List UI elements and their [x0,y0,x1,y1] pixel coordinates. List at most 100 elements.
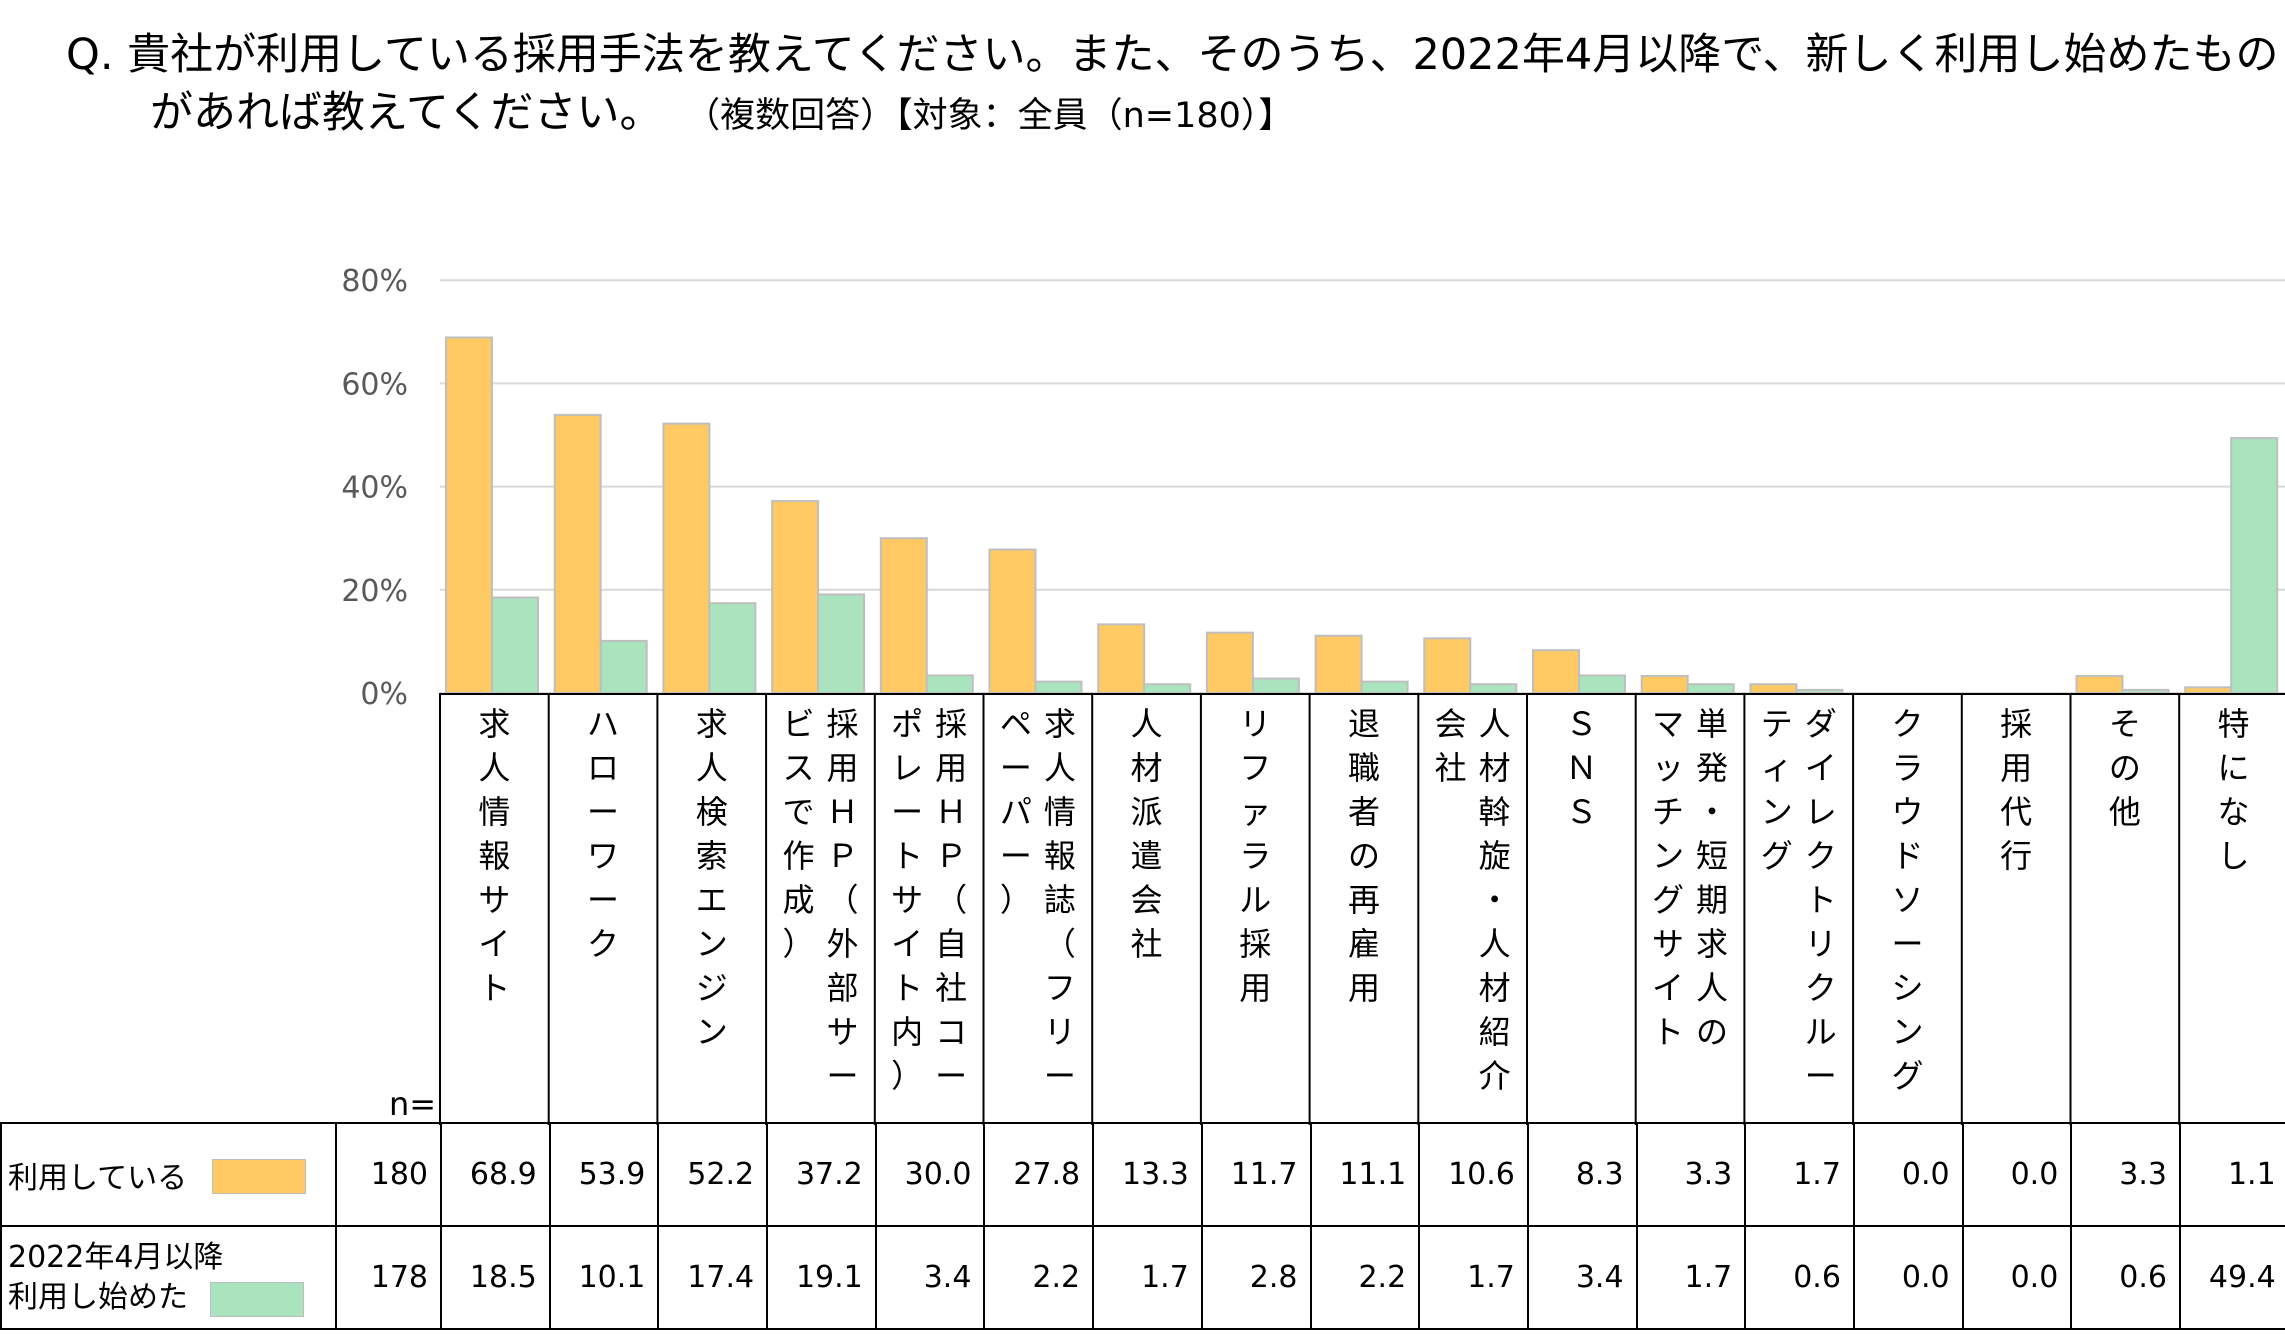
category-label-char: ラ [1239,837,1271,875]
category-label-char: ッ [1652,749,1684,787]
table-cell: 52.2 [657,1122,769,1227]
category-label-char: ル [1805,1013,1837,1051]
legend-used: 利用している [0,1122,337,1227]
category-label-char: ー [1891,925,1923,963]
category-label-char: の [2109,749,2141,787]
category-label-char: ー [935,1057,967,1095]
category-label-char: 人 [1479,925,1511,963]
category-label-char: ク [587,925,619,963]
category-label-char: ト [478,969,510,1007]
category-label-char: 採 [1239,925,1271,963]
category-label-char: レ [1805,793,1837,831]
table-cell: 1.7 [1092,1225,1203,1330]
bar-started [1034,680,1083,695]
category-label-char: 用 [1239,969,1271,1007]
category-label-char: 採 [826,705,858,743]
table-cell: 1.7 [1744,1122,1855,1227]
category-label-char: 人 [1696,969,1728,1007]
category-label-char: Ｓ [1565,705,1597,743]
table-cell: 8.3 [1526,1122,1638,1227]
category-label-char: 退 [1348,705,1380,743]
category-label-char: 用 [2000,749,2032,787]
n-value-started: 178 [335,1225,442,1330]
table-cell: 2.8 [1200,1225,1312,1330]
category-label-char: 情 [478,793,510,831]
category-label-char: の [1348,837,1380,875]
category-label-char: 内 [891,1013,923,1051]
category-label-char: 人 [478,749,510,787]
category-label-char: 旋 [1479,837,1511,875]
table-cell: 1.7 [1635,1225,1747,1330]
category-label-char: （ [1044,925,1076,963]
table-cell: 27.8 [983,1122,1095,1227]
category-label-char: 斡 [1479,793,1511,831]
category-label-char: リ [1805,925,1837,963]
bar-started [817,593,866,694]
bar-started [1686,683,1735,695]
question-meta: （複数回答）【対象：全員（n=180）】 [702,96,1294,136]
category-label-char: に [2218,749,2250,787]
category-label-char: 社 [1131,925,1163,963]
category-label-char: サ [1652,925,1684,963]
bar-used [771,500,820,694]
category-label-char: ル [1239,881,1271,919]
bar-started [1251,677,1300,695]
category-label-char: ソ [1891,881,1923,919]
table-cell: 1.7 [1418,1225,1529,1330]
category-label-char: シ [1891,969,1923,1007]
question-line-1: Q. 貴社が利用している採用手法を教えてください。また、そのうち、2022年4月… [66,30,2279,80]
category-label-char: イ [478,925,510,963]
table-cell: 0.6 [2070,1225,2181,1330]
category-label-char: グ [1891,1057,1923,1095]
table-cell: 0.0 [1852,1225,1964,1330]
category-label-char: 用 [935,749,967,787]
bar-started [1795,688,1844,694]
category-label-char: 外 [826,925,858,963]
category-label-char: ラ [1891,749,1923,787]
category-label-char: チ [1652,793,1684,831]
category-label-char: 報 [1044,837,1076,875]
category-label-char: コ [935,1013,967,1051]
bar-used [662,422,711,694]
category-label-char: 採 [935,705,967,743]
data-table: 利用している 180 68.9 53.9 52.2 37.2 30.0 27.8 13.3 1… [0,1122,2285,1330]
question-line-2: があれば教えてください。 （複数回答）【対象：全員（n=180）】 [66,84,2246,145]
category-label-char: 短 [1696,837,1728,875]
category-label-char: 雇 [1348,925,1380,963]
category-label-char: ー [1805,1057,1837,1095]
category-label-char: 人 [1044,749,1076,787]
category-label-char: 遣 [1131,837,1163,875]
bar-used [553,413,602,694]
bar-started [925,674,974,694]
bar-used [1532,649,1580,694]
bar-started [599,639,648,694]
table-cell: 11.7 [1200,1122,1312,1227]
category-label-char: 者 [1348,793,1380,831]
category-label-char: 代 [2000,793,2032,831]
bar-used [2075,674,2124,694]
bar-used [1640,674,1689,694]
table-cell: 2.2 [983,1225,1095,1330]
y-tick-label: 60% [341,367,408,402]
category-label-char: ー [1000,749,1032,787]
table-cell: 19.1 [766,1225,877,1330]
category-label-char: ウ [1891,793,1923,831]
table-cell: 68.9 [440,1122,551,1227]
bar-started [708,602,757,694]
table-cell: 11.1 [1309,1122,1421,1227]
category-label-char: Ｈ [826,793,858,831]
category-label-char: 特 [2218,705,2250,743]
category-label-char: 成 [782,881,814,919]
bar-used [1423,637,1472,695]
category-label-char: イ [891,925,923,963]
bar-started [2121,688,2170,694]
category-label-char: ト [1652,1013,1684,1051]
table-cell: 13.3 [1092,1122,1203,1227]
category-label-char: 情 [1044,793,1076,831]
category-label-char: サ [826,1013,858,1051]
category-label-char: 報 [478,837,510,875]
category-label-char: ク [1891,705,1923,743]
category-label-char: 求 [1696,925,1728,963]
category-label-char: ー [1000,837,1032,875]
y-tick-label: 0% [360,677,408,712]
